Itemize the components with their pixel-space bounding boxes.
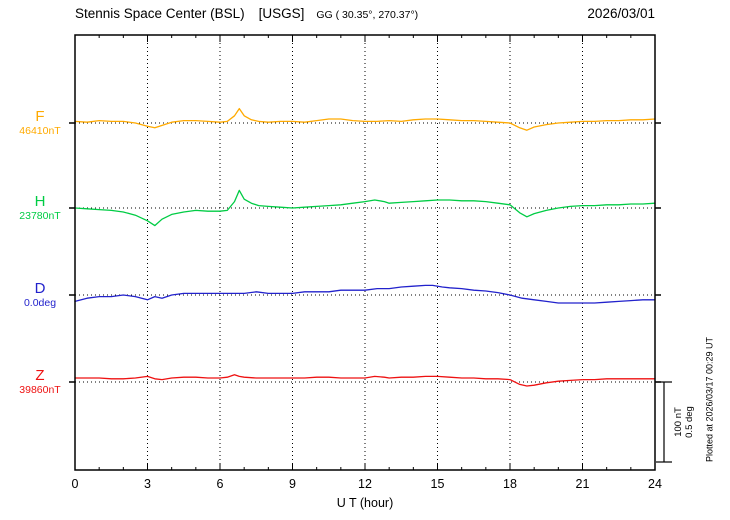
trace-label-Z: Z [35, 367, 45, 384]
scale-bar-labels: 100 nT 0.5 deg [673, 394, 695, 450]
x-tick-label: 21 [575, 477, 590, 491]
x-tick-label: 0 [71, 477, 79, 491]
trace-baseline-H: 23780nT [19, 210, 61, 222]
trace-label-F: F [35, 108, 45, 125]
x-tick-label: 18 [503, 477, 517, 491]
plotted-at-label: Plotted at 2026/03/17 00:29 UT [704, 336, 715, 463]
geographic-coords-label: GG ( 30.35°, 270.37°) [316, 9, 419, 21]
trace-label-H: H [34, 193, 46, 210]
x-axis-title: U T (hour) [336, 496, 394, 510]
x-tick-label: 3 [144, 477, 151, 491]
trace-baseline-F: 46410nT [19, 125, 61, 137]
x-tick-label: 15 [430, 477, 445, 491]
agency-label: [USGS] [258, 6, 305, 21]
scale-deg-label: 0.5 deg [684, 406, 695, 438]
page-title: Stennis Space Center (BSL) [75, 6, 245, 21]
trace-F [74, 107, 656, 131]
trace-baseline-Z: 39860nT [19, 384, 61, 396]
trace-label-D: D [34, 280, 46, 297]
x-tick-label: 9 [289, 477, 296, 491]
trace-D [74, 284, 656, 304]
date-label: 2026/03/01 [587, 6, 655, 21]
x-tick-label: 12 [358, 477, 372, 491]
trace-Z [74, 374, 656, 387]
scale-nt-label: 100 nT [673, 407, 684, 437]
x-tick-label: 6 [216, 477, 224, 491]
trace-baseline-D: 0.0deg [23, 297, 57, 309]
x-tick-label: 24 [648, 477, 662, 491]
trace-H [74, 189, 656, 227]
plot-border [74, 34, 656, 471]
header: Stennis Space Center (BSL) [USGS] GG ( 3… [75, 6, 655, 21]
